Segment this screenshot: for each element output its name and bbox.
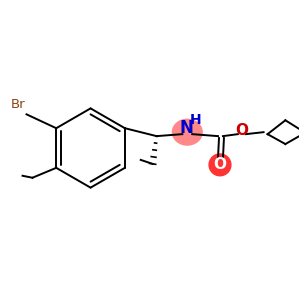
Circle shape bbox=[209, 154, 231, 176]
Text: O: O bbox=[214, 158, 226, 172]
Text: H: H bbox=[189, 113, 201, 127]
Text: N: N bbox=[179, 119, 193, 137]
Text: O: O bbox=[235, 123, 248, 138]
Text: Br: Br bbox=[11, 98, 26, 111]
Ellipse shape bbox=[172, 119, 202, 145]
